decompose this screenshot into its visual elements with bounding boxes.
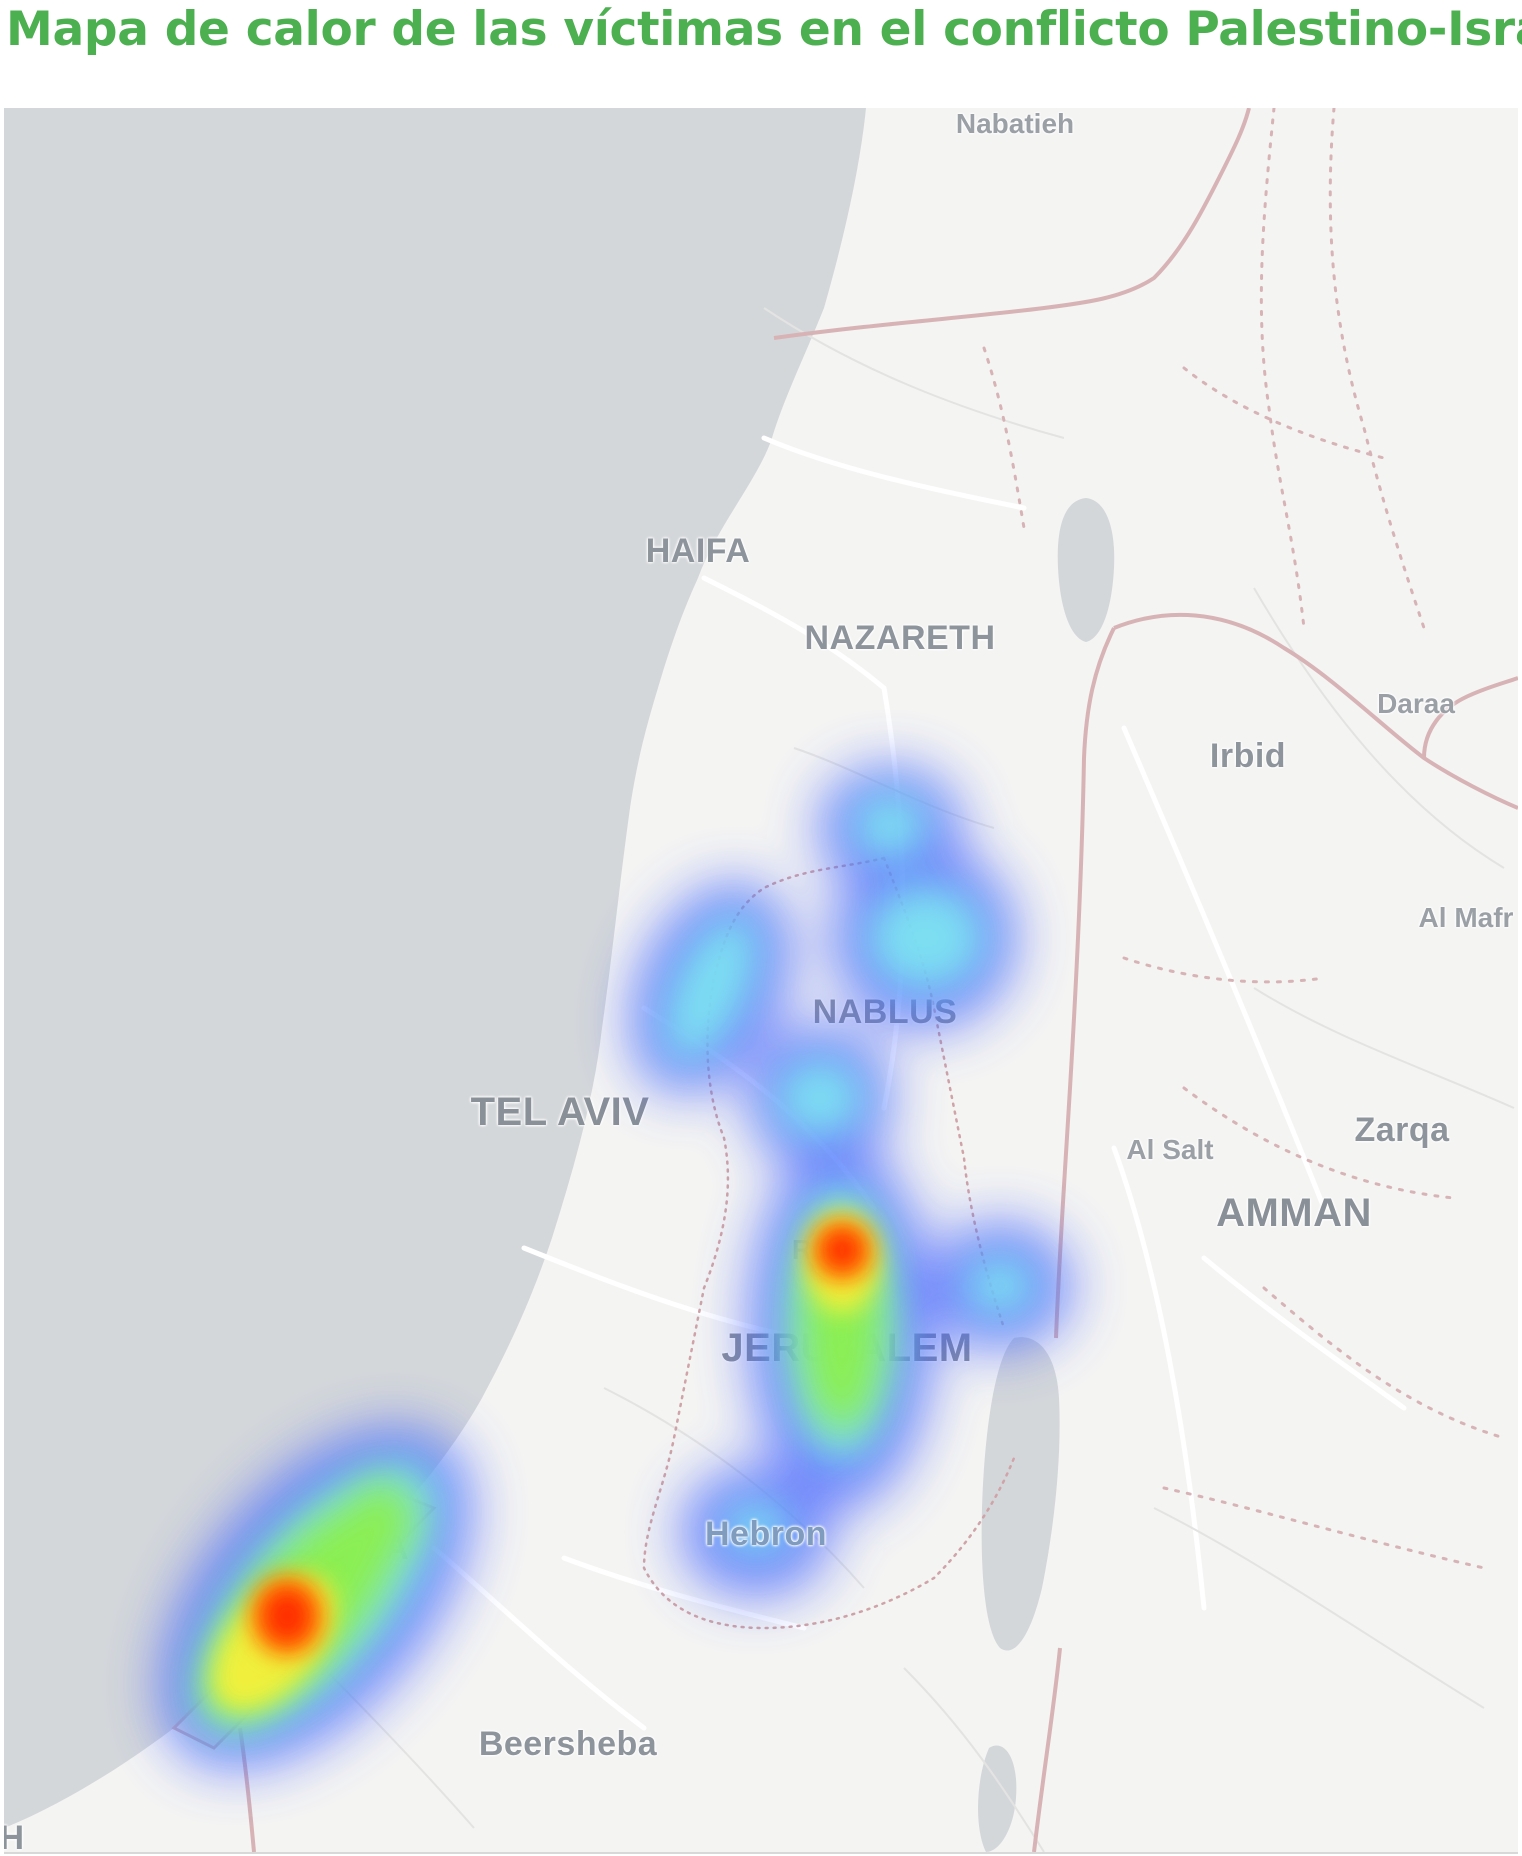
label-nazareth: NAZARETH [804, 619, 996, 657]
label-daraa: Daraa [1377, 688, 1455, 719]
heat-map[interactable]: Nabatieh HAIFA NAZARETH Daraa Irbid Al M… [4, 108, 1518, 1854]
label-edge-h: H [4, 1821, 25, 1852]
label-al-mafraq: Al Mafr [1418, 902, 1514, 933]
label-beersheba: Beersheba [478, 1725, 658, 1763]
label-nabatieh: Nabatieh [955, 108, 1075, 139]
page-title: Mapa de calor de las víctimas en el conf… [6, 2, 1522, 57]
borders [238, 108, 1518, 1852]
label-amman: AMMAN [1216, 1191, 1372, 1235]
dead-sea-south [978, 1745, 1017, 1852]
mediterranean-sea [4, 108, 866, 1828]
label-irbid: Irbid [1209, 737, 1287, 775]
dead-sea [981, 1337, 1060, 1651]
label-hebron: Hebron [705, 1515, 827, 1553]
label-haifa: HAIFA [645, 532, 751, 570]
dotted-boundaries [982, 108, 1506, 1570]
label-tel-aviv: TEL AVIV [470, 1090, 650, 1134]
label-al-salt: Al Salt [1126, 1134, 1214, 1165]
sea-of-galilee [1057, 498, 1115, 642]
label-zarqa: Zarqa [1354, 1111, 1450, 1149]
heat-layer [162, 768, 1070, 1767]
